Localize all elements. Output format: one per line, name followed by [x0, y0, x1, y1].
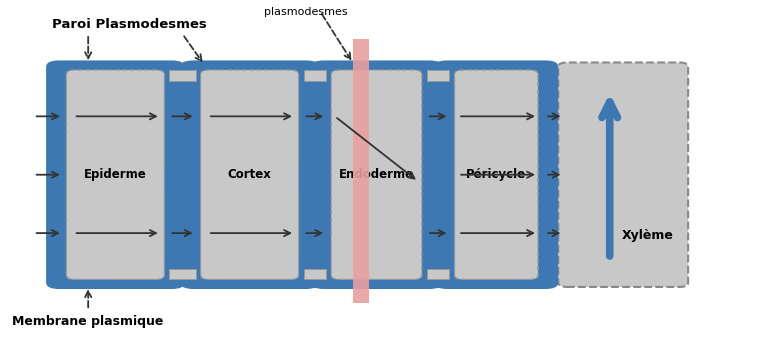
FancyBboxPatch shape: [332, 70, 422, 280]
Bar: [170, 269, 195, 279]
Text: plasmodesmes: plasmodesmes: [264, 7, 347, 17]
Bar: [427, 66, 450, 84]
Bar: [170, 265, 195, 283]
FancyBboxPatch shape: [180, 61, 319, 289]
Bar: [170, 70, 195, 81]
Bar: [427, 265, 450, 283]
Text: Xylème: Xylème: [622, 229, 674, 242]
Bar: [427, 269, 450, 279]
Bar: [353, 39, 369, 303]
Text: Cortex: Cortex: [228, 168, 272, 181]
Text: Péricycle: Péricycle: [466, 168, 526, 181]
FancyBboxPatch shape: [311, 61, 442, 289]
Bar: [304, 66, 326, 84]
Bar: [304, 265, 326, 283]
FancyBboxPatch shape: [201, 70, 298, 280]
Text: Endoderme: Endoderme: [339, 168, 414, 181]
Bar: [170, 66, 195, 84]
FancyBboxPatch shape: [454, 70, 538, 280]
Text: Paroi Plasmodesmes: Paroi Plasmodesmes: [52, 18, 207, 30]
FancyBboxPatch shape: [435, 61, 558, 289]
Bar: [304, 70, 326, 81]
FancyBboxPatch shape: [558, 63, 688, 287]
Bar: [304, 269, 326, 279]
FancyBboxPatch shape: [67, 70, 164, 280]
Text: Epiderme: Epiderme: [84, 168, 147, 181]
Text: Membrane plasmique: Membrane plasmique: [13, 316, 164, 328]
FancyBboxPatch shape: [46, 61, 185, 289]
Bar: [427, 70, 450, 81]
